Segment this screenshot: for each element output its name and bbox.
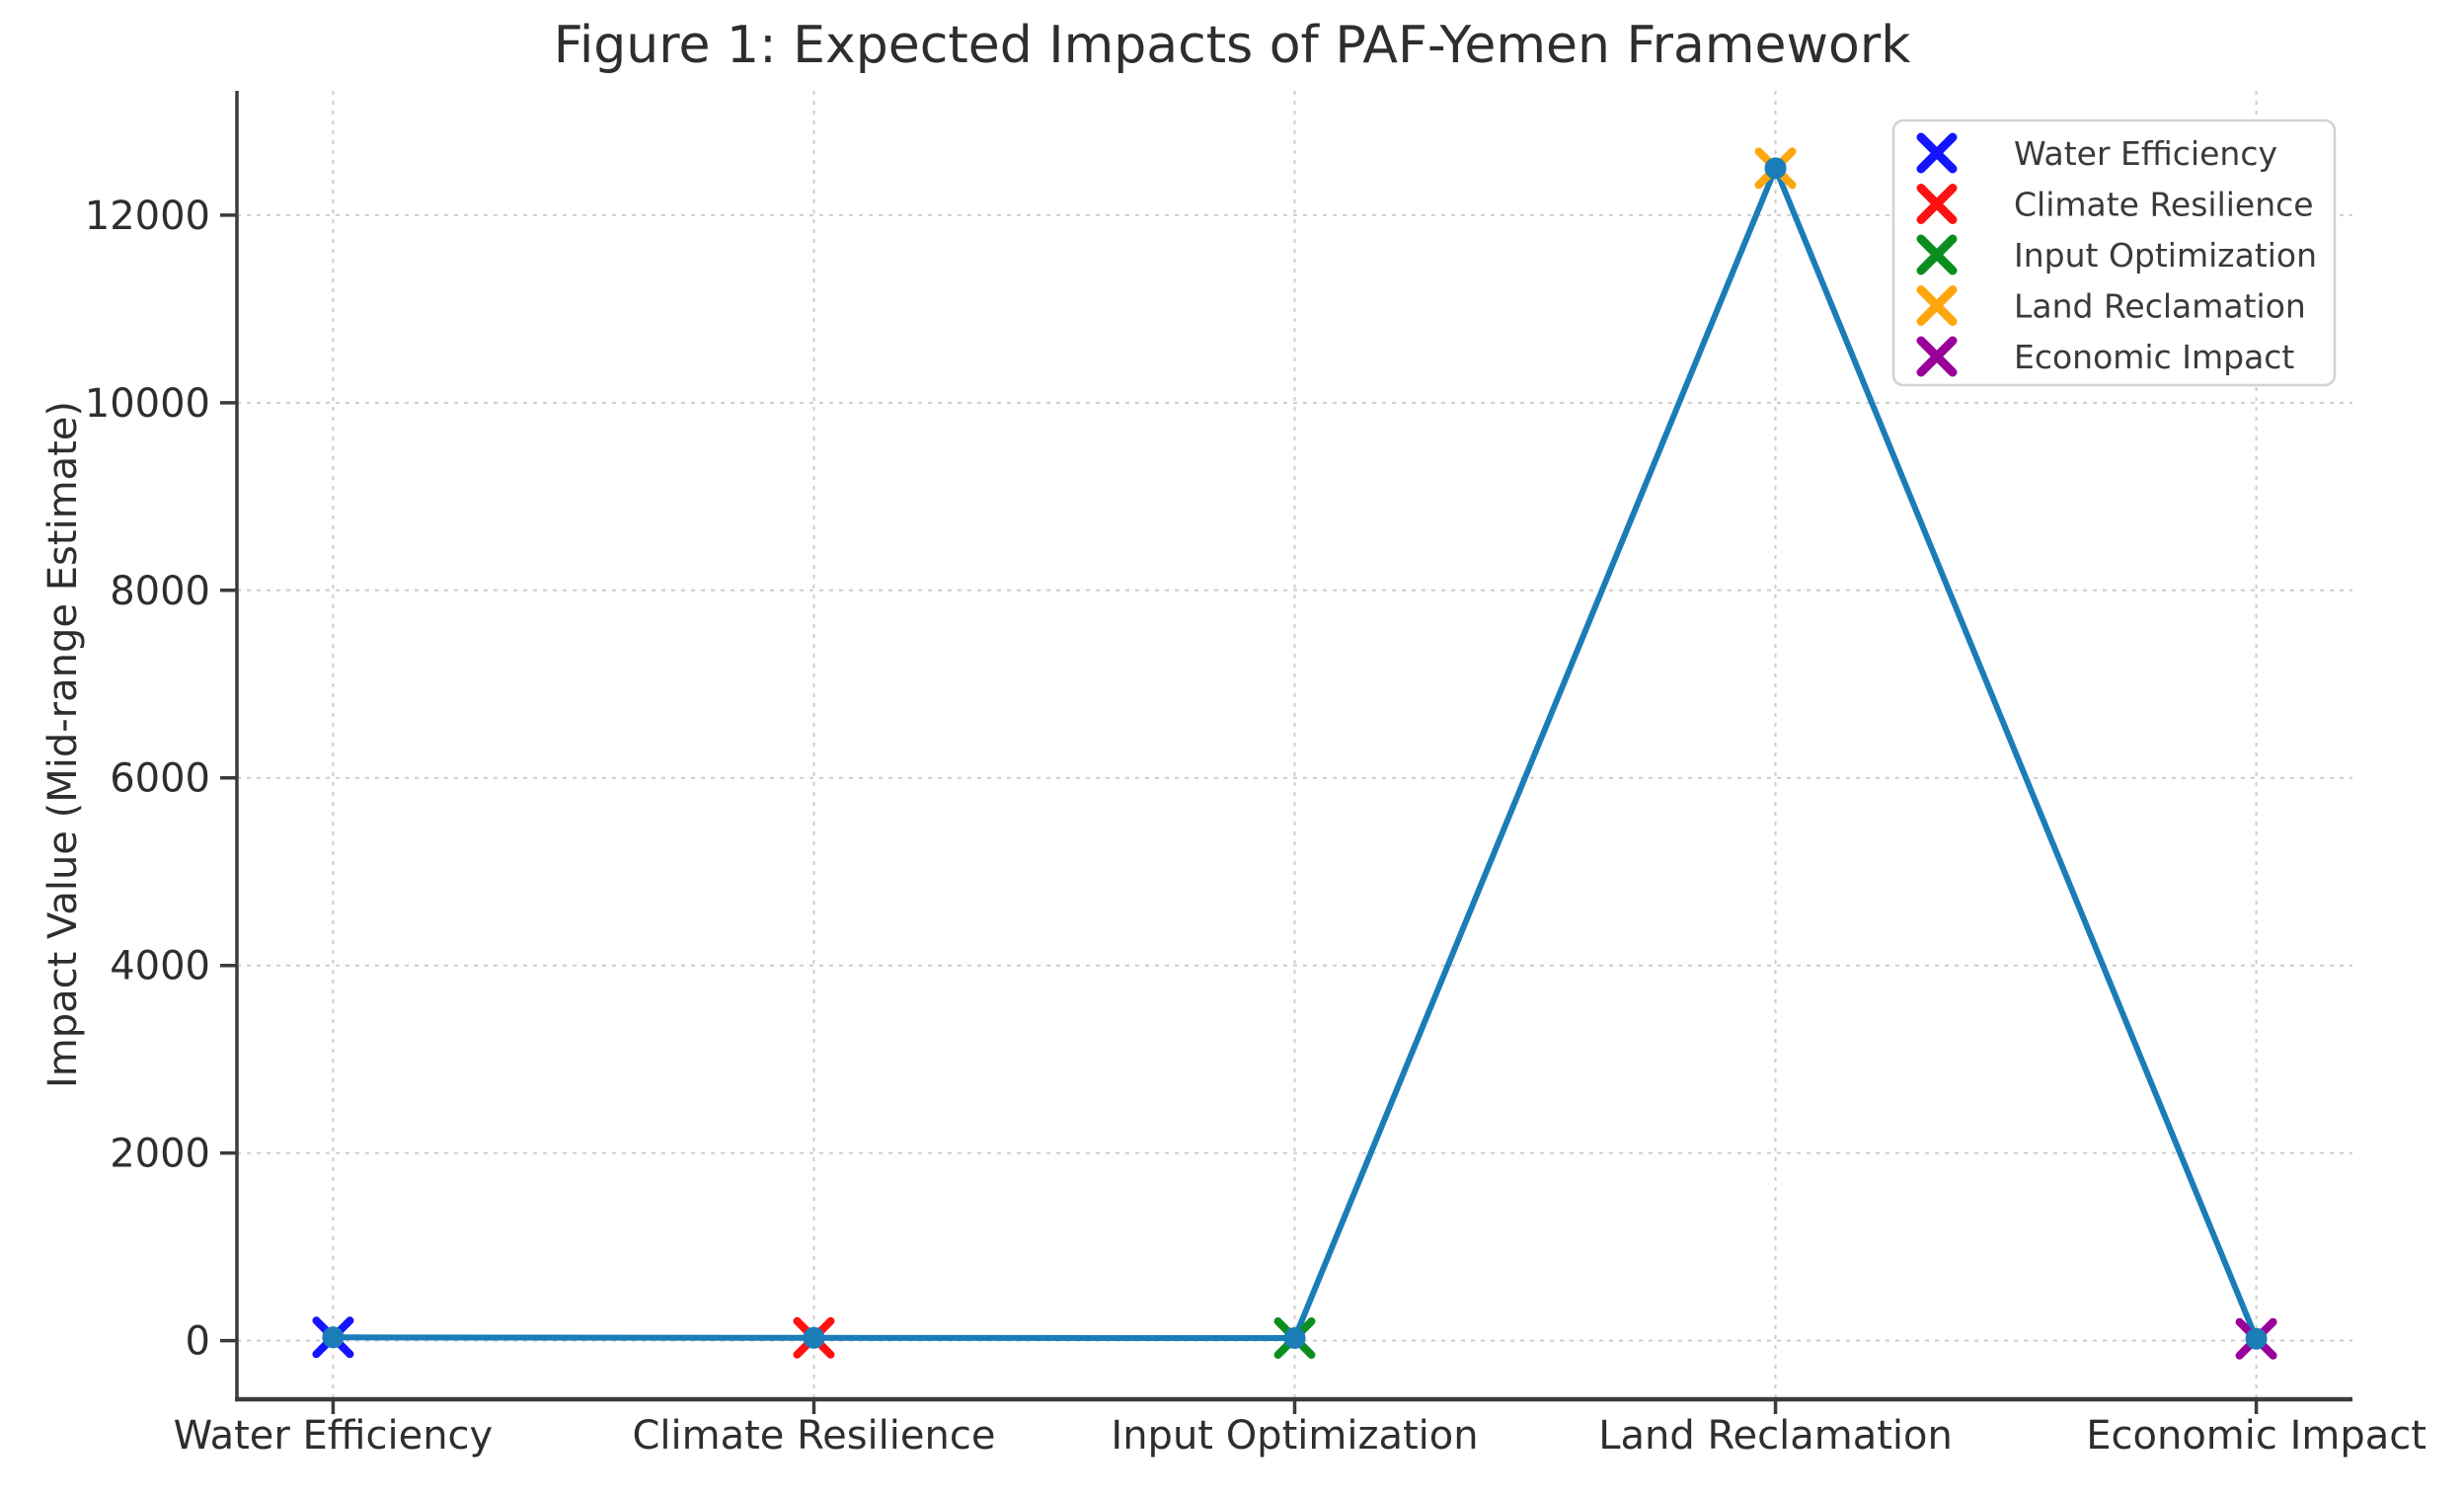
chart-title: Figure 1: Expected Impacts of PAF-Yemen …: [553, 16, 1911, 75]
point-dot-marker: [322, 1326, 345, 1349]
legend-label: Land Reclamation: [2014, 287, 2306, 326]
legend-x-marker: [1916, 132, 1958, 174]
x-tick-label: Climate Resilience: [632, 1413, 995, 1459]
legend-label: Economic Impact: [2014, 338, 2294, 376]
legend-x-marker: [1916, 234, 1958, 276]
x-tick-label: Input Optimization: [1111, 1413, 1478, 1459]
y-tick-label: 2000: [110, 1132, 210, 1177]
point-dot-marker: [2245, 1327, 2268, 1350]
y-tick-label: 10000: [85, 381, 210, 427]
point-dot-marker: [1764, 157, 1787, 180]
legend-x-marker: [1916, 184, 1958, 224]
y-tick-label: 8000: [110, 569, 210, 614]
point-dot-marker: [803, 1326, 825, 1349]
y-tick-label: 0: [186, 1319, 210, 1365]
x-tick-label: Land Reclamation: [1598, 1413, 1953, 1459]
legend-x-marker: [1916, 336, 1958, 377]
legend-box: [1891, 118, 2337, 387]
legend-label: Input Optimization: [2014, 236, 2317, 275]
y-tick-label: 6000: [110, 756, 210, 802]
y-tick-label: 4000: [110, 944, 210, 989]
legend-label: Water Efficiency: [2014, 134, 2277, 173]
legend-label: Climate Resilience: [2014, 186, 2314, 224]
x-tick-label: Economic Impact: [2086, 1413, 2426, 1459]
legend-x-marker: [1916, 285, 1958, 326]
y-tick-label: 12000: [85, 194, 210, 239]
x-tick-label: Water Efficiency: [174, 1413, 494, 1459]
point-dot-marker: [1283, 1327, 1306, 1350]
